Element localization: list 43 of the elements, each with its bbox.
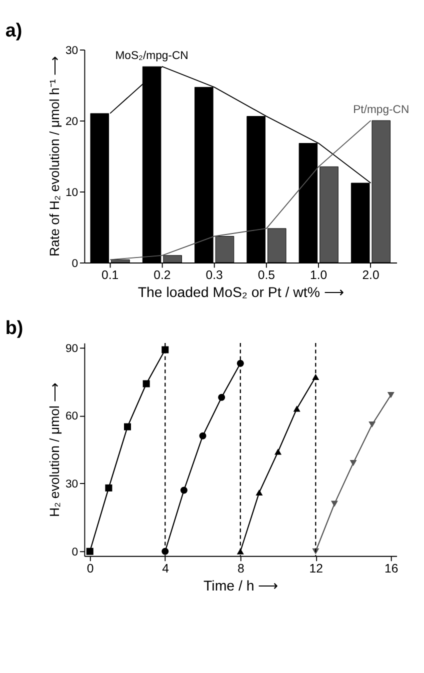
y-axis-title: Rate of H₂ evolution / μmol h⁻¹ ⟶ (46, 56, 62, 257)
x-tick-label: 1.0 (310, 268, 328, 282)
point (350, 460, 357, 466)
x-axis-title: The loaded MoS₂ or Pt / wt% ⟶ (138, 285, 344, 302)
x-tick-label: 4 (162, 561, 170, 576)
y-tick-label: 60 (65, 410, 78, 423)
y-tick-label: 30 (65, 44, 78, 57)
x-tick-label: 0.5 (258, 268, 276, 282)
point (218, 394, 226, 401)
point (142, 380, 150, 388)
series-label: MoS₂/mpg-CN (115, 50, 188, 62)
x-tick-label: 2.0 (362, 268, 380, 282)
point (368, 421, 376, 428)
y-tick-label: 0 (72, 258, 78, 270)
point (387, 392, 394, 398)
point (105, 484, 112, 492)
x-tick-label: 0.1 (101, 268, 119, 282)
y-tick-label: 10 (65, 186, 78, 199)
point (199, 432, 206, 440)
x-tick-label: 16 (384, 561, 398, 576)
x-axis-title: Time / h ⟶ (204, 578, 278, 594)
point (330, 500, 338, 507)
chart-title: a) (5, 20, 22, 42)
y-tick-label: 20 (65, 116, 78, 128)
series-label: Pt/mpg-CN (353, 104, 410, 116)
point (293, 406, 300, 412)
point (162, 548, 169, 555)
y-tick-label: 30 (65, 478, 78, 491)
point (124, 423, 132, 430)
x-tick-label: 0.2 (154, 268, 171, 282)
x-tick-label: 0.3 (206, 268, 224, 282)
point (162, 346, 169, 354)
y-axis-title: H₂ evolution / μmol ⟶ (46, 382, 62, 517)
point (86, 548, 94, 555)
x-tick-label: 8 (237, 561, 244, 576)
x-tick-label: 12 (309, 561, 324, 576)
y-tick-label: 0 (72, 546, 78, 559)
y-tick-label: 90 (65, 342, 78, 355)
point (180, 486, 188, 494)
point (256, 489, 263, 496)
point (274, 448, 282, 455)
chart-title: b) (5, 318, 24, 340)
x-tick-label: 0 (86, 561, 94, 576)
